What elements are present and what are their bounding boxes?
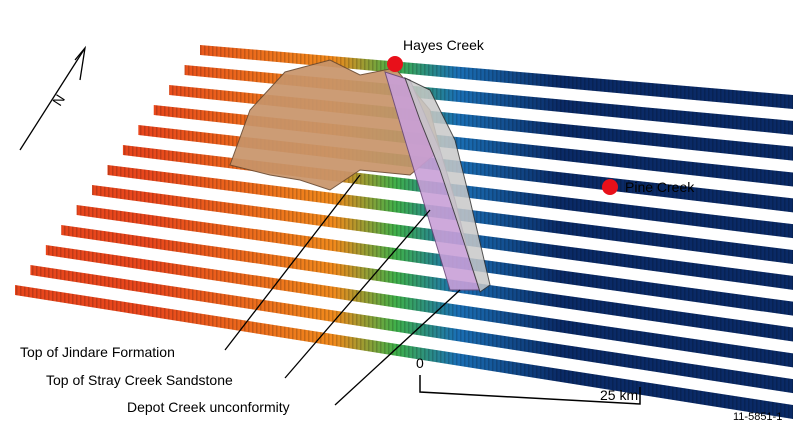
figure-id: 11-5851-1	[733, 411, 782, 423]
place-label: Hayes Creek	[403, 37, 485, 53]
horizon-label: Top of Stray Creek Sandstone	[46, 372, 233, 388]
location-dot	[387, 56, 403, 72]
place-label: Pine Creek	[625, 179, 695, 195]
scale-label: 0	[416, 355, 424, 371]
figure: Hayes Creek Pine Creek Top of Jindare Fo…	[0, 0, 793, 426]
location-dot	[602, 179, 618, 195]
scale-label: 25 km	[600, 387, 638, 403]
horizon-label: Depot Creek unconformity	[127, 399, 290, 415]
horizon-label: Top of Jindare Formation	[20, 344, 175, 360]
